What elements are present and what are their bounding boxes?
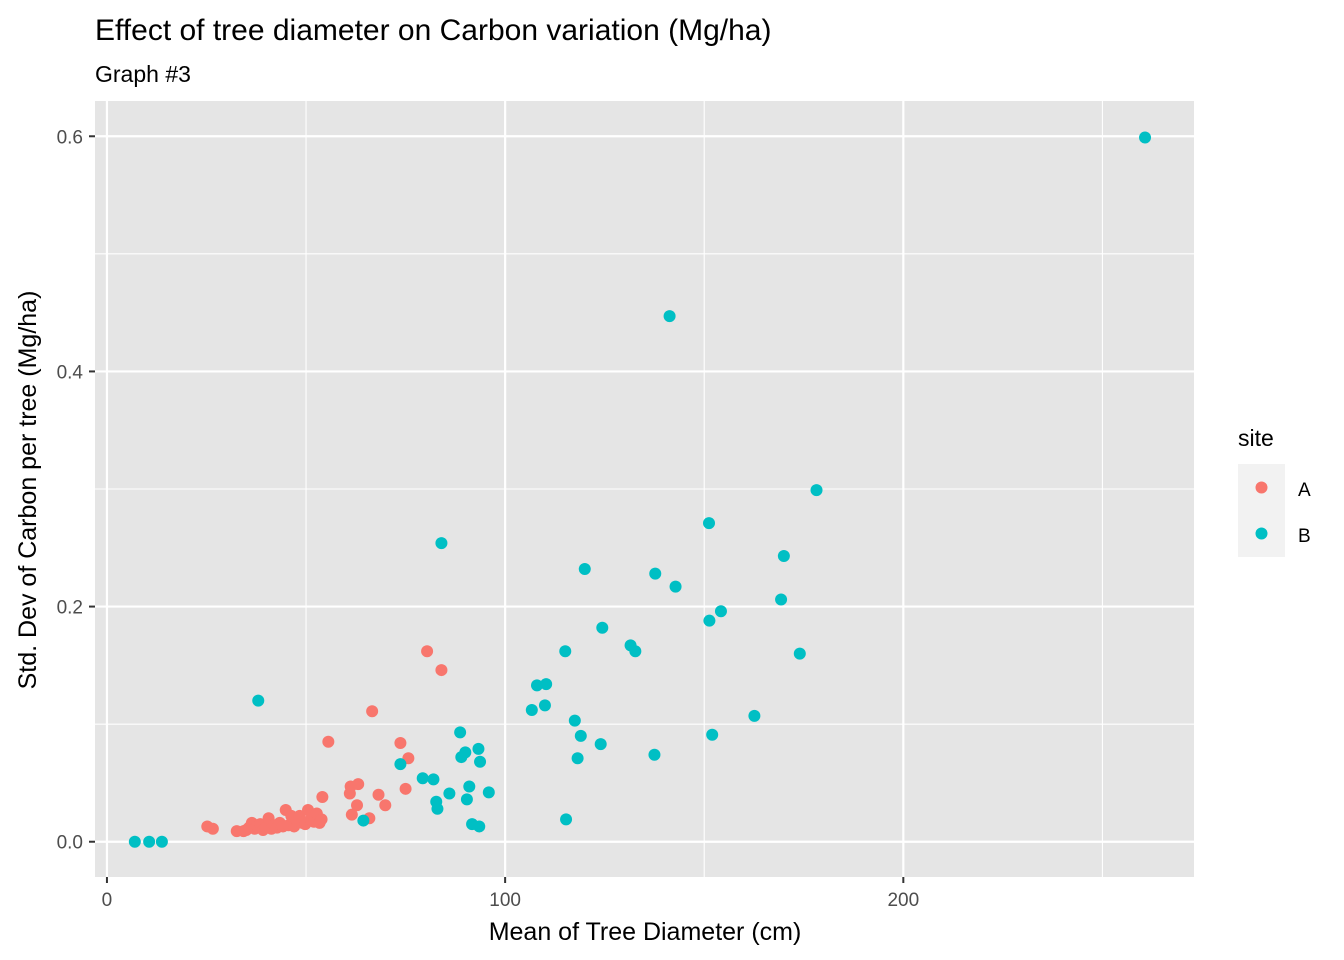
data-point-b — [431, 802, 444, 815]
data-point-b — [629, 645, 642, 658]
data-point-a — [315, 813, 328, 826]
data-point-b — [714, 605, 727, 618]
data-point-a — [206, 822, 219, 835]
data-point-b — [703, 614, 716, 627]
data-point-b — [648, 748, 661, 761]
x-axis-title: Mean of Tree Diameter (cm) — [489, 918, 802, 946]
data-point-b — [777, 550, 790, 563]
data-point-b — [525, 704, 538, 717]
data-point-b — [459, 746, 472, 759]
data-point-a — [421, 645, 434, 658]
data-point-b — [435, 537, 448, 550]
data-point-a — [435, 664, 448, 677]
chart-title: Effect of tree diameter on Carbon variat… — [95, 14, 771, 47]
data-point-b — [706, 728, 719, 741]
data-point-b — [574, 729, 587, 742]
data-point-a — [352, 778, 365, 791]
data-point-b — [394, 758, 407, 771]
data-point-b — [155, 835, 168, 848]
data-point-b — [472, 742, 485, 755]
y-tick-label: 0.2 — [57, 598, 83, 619]
data-point-b — [663, 310, 676, 323]
y-tick-label: 0.4 — [57, 362, 84, 383]
data-point-b — [649, 567, 662, 580]
data-point-a — [366, 705, 379, 718]
data-point-a — [379, 799, 392, 812]
y-axis: 0.0 0.2 0.4 0.6 — [57, 127, 95, 854]
data-point-b — [1139, 131, 1152, 144]
legend-label-b: B — [1298, 526, 1311, 547]
data-point-b — [594, 738, 607, 751]
data-point-a — [394, 736, 407, 749]
data-point-a — [316, 791, 329, 804]
data-point-b — [540, 678, 553, 691]
plot-panel — [95, 101, 1194, 877]
data-point-b — [703, 517, 716, 530]
data-point-b — [357, 814, 370, 827]
data-point-b — [427, 773, 440, 786]
data-point-b — [571, 752, 584, 765]
data-point-b — [460, 793, 473, 806]
data-point-a — [322, 735, 335, 748]
data-point-b — [252, 694, 265, 707]
legend: site A B — [1238, 425, 1311, 557]
data-point-b — [463, 780, 476, 793]
legend-label-a: A — [1298, 480, 1311, 501]
chart-subtitle: Graph #3 — [95, 61, 191, 87]
data-point-b — [416, 772, 429, 785]
data-point-b — [596, 621, 609, 634]
data-points — [128, 131, 1152, 848]
data-point-a — [345, 808, 358, 821]
legend-key-b — [1255, 527, 1268, 540]
data-point-a — [372, 788, 385, 801]
data-point-b — [578, 562, 591, 575]
y-tick-label: 0.0 — [57, 833, 83, 854]
data-point-b — [538, 699, 551, 712]
data-point-b — [474, 755, 487, 768]
legend-key-background — [1238, 464, 1285, 557]
data-point-b — [810, 484, 823, 497]
legend-key-a — [1255, 481, 1268, 494]
data-point-b — [530, 679, 543, 692]
data-point-b — [793, 647, 806, 660]
data-point-b — [669, 580, 682, 593]
x-tick-label: 100 — [489, 890, 521, 911]
data-point-b — [454, 726, 467, 739]
data-point-b — [128, 835, 141, 848]
legend-title: site — [1238, 425, 1274, 451]
x-axis: 0 100 200 — [102, 877, 919, 911]
data-point-b — [560, 813, 573, 826]
data-point-b — [748, 709, 761, 722]
data-point-a — [351, 799, 364, 812]
y-axis-title: Std. Dev of Carbon per tree (Mg/ha) — [14, 291, 42, 690]
data-point-b — [568, 714, 581, 727]
data-point-b — [559, 645, 572, 658]
data-point-b — [775, 593, 788, 606]
y-tick-label: 0.6 — [57, 127, 83, 148]
data-point-b — [443, 787, 456, 800]
data-point-a — [399, 782, 412, 795]
x-tick-label: 0 — [102, 890, 113, 911]
data-point-b — [473, 820, 486, 833]
x-tick-label: 200 — [887, 890, 919, 911]
data-point-b — [143, 835, 156, 848]
data-point-b — [482, 786, 495, 799]
